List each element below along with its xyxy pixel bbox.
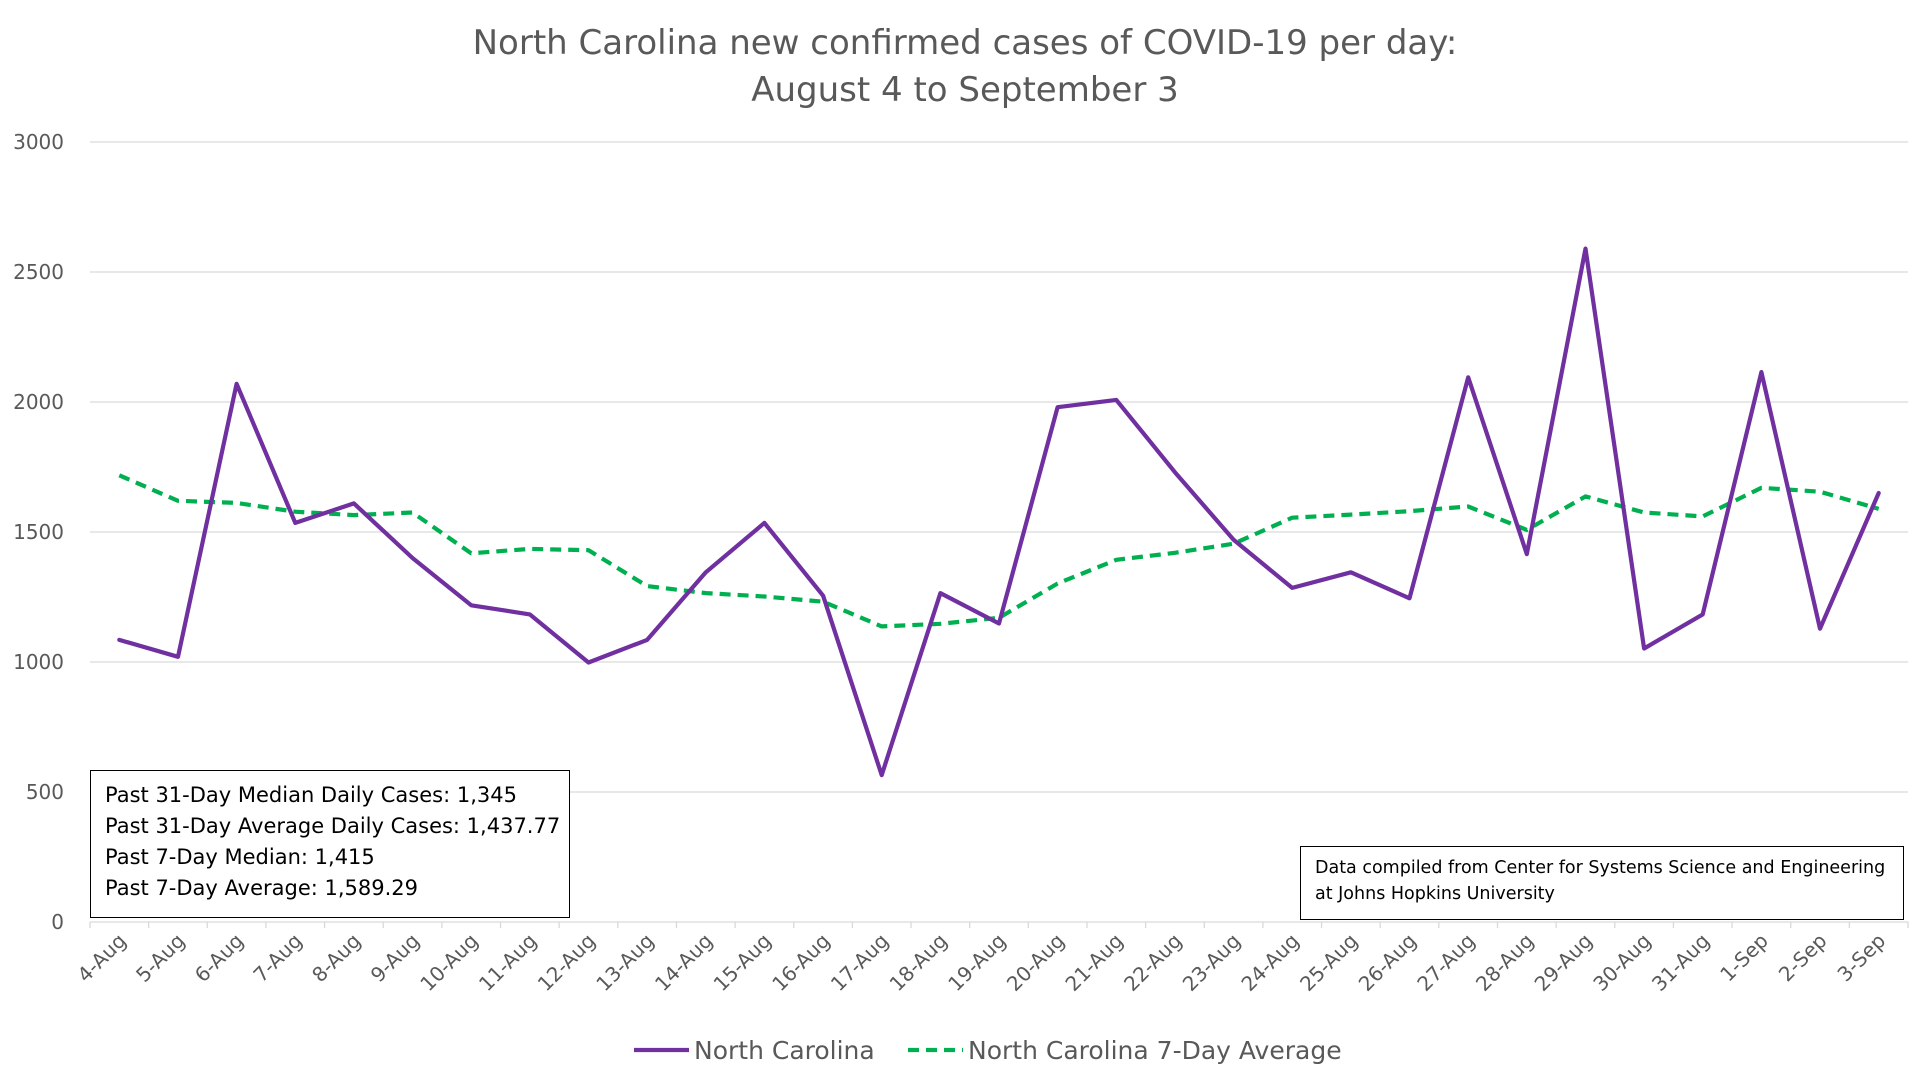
legend: North Carolina North Carolina 7-Day Avera… <box>634 1036 1342 1065</box>
x-tick-label: 15-Aug <box>709 929 776 996</box>
y-tick-label: 0 <box>51 910 64 934</box>
source-line-2: at Johns Hopkins University <box>1315 884 1555 904</box>
series-line-7-day-average <box>118 473 1880 629</box>
x-tick-label: 14-Aug <box>650 929 717 996</box>
x-tick-label: 27-Aug <box>1412 929 1479 996</box>
x-tick-label: 7-Aug <box>248 929 306 987</box>
x-tick-label: 22-Aug <box>1119 929 1186 996</box>
x-tick-label: 16-Aug <box>767 929 834 996</box>
x-tick-label: 21-Aug <box>1060 929 1127 996</box>
x-tick-label: 29-Aug <box>1530 929 1597 996</box>
source-line-1: Data compiled from Center for Systems Sc… <box>1315 858 1886 878</box>
x-tick-label: 13-Aug <box>591 929 658 996</box>
x-tick-label: 25-Aug <box>1295 929 1362 996</box>
stats-line-median-31: Past 31-Day Median Daily Cases: 1,345 <box>105 783 517 807</box>
x-tick-label: 23-Aug <box>1178 929 1245 996</box>
x-tick-label: 19-Aug <box>943 929 1010 996</box>
legend-label: North Carolina <box>694 1036 875 1065</box>
x-tick-label: 30-Aug <box>1588 929 1655 996</box>
x-tick-label: 28-Aug <box>1471 929 1538 996</box>
x-tick-label: 2-Sep <box>1774 929 1832 987</box>
stats-line-median-7: Past 7-Day Median: 1,415 <box>105 845 375 869</box>
x-tick-label: 6-Aug <box>190 929 248 987</box>
gridlines <box>90 141 1908 923</box>
x-tick-label: 20-Aug <box>1002 929 1069 996</box>
x-tick-label: 24-Aug <box>1236 929 1303 996</box>
x-axis-ticks: 4-Aug 5-Aug 6-Aug 7-Aug 8-Aug 9-Aug10-Aug11-A… <box>72 922 1909 996</box>
x-tick-label: 26-Aug <box>1354 929 1421 996</box>
x-tick-label: 3-Sep <box>1832 929 1890 987</box>
y-tick-label: 1500 <box>13 520 64 544</box>
y-tick-label: 2000 <box>13 390 64 414</box>
legend-label: North Carolina 7-Day Average <box>968 1036 1342 1065</box>
y-axis-ticks: 0 500 1000 1500 2000 2500 3000 <box>13 130 64 934</box>
x-tick-label: 11-Aug <box>474 929 541 996</box>
x-tick-label: 12-Aug <box>533 929 600 996</box>
series-line-north-carolina <box>117 246 1881 778</box>
x-tick-label: 18-Aug <box>885 929 952 996</box>
x-tick-label: 8-Aug <box>307 929 365 987</box>
stats-line-average-31: Past 31-Day Average Daily Cases: 1,437.7… <box>105 814 561 838</box>
series-lines <box>117 246 1881 778</box>
y-tick-label: 2500 <box>13 260 64 284</box>
x-tick-label: 10-Aug <box>415 929 482 996</box>
x-tick-label: 1-Sep <box>1715 929 1773 987</box>
x-tick-label: 5-Aug <box>131 929 189 987</box>
source-annotation-box: Data compiled from Center for Systems Sc… <box>1300 846 1904 920</box>
x-tick-label: 31-Aug <box>1647 929 1714 996</box>
chart-title: North Carolina new confirmed cases of CO… <box>473 23 1458 63</box>
stats-annotation-box: Past 31-Day Median Daily Cases: 1,345 Pa… <box>90 770 570 918</box>
y-tick-label: 500 <box>26 780 64 804</box>
x-tick-label: 4-Aug <box>72 929 130 987</box>
y-tick-label: 1000 <box>13 650 64 674</box>
x-tick-label: 17-Aug <box>826 929 893 996</box>
chart-subtitle: August 4 to September 3 <box>751 70 1179 110</box>
stats-line-average-7: Past 7-Day Average: 1,589.29 <box>105 876 419 900</box>
y-tick-label: 3000 <box>13 130 64 154</box>
